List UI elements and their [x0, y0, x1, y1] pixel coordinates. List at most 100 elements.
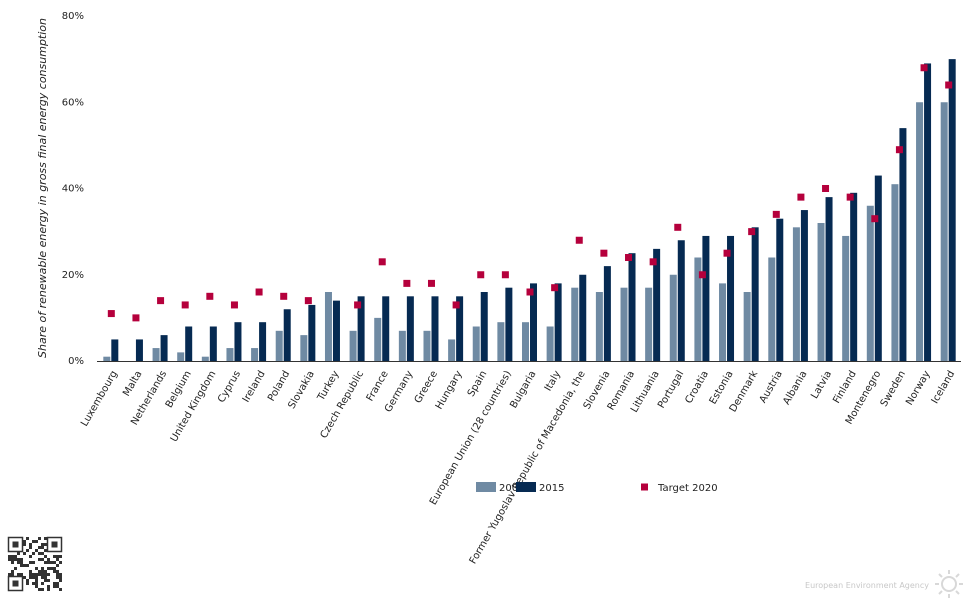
bar-2005-33 [916, 102, 924, 361]
bar-2015-3 [185, 326, 193, 361]
qr-code-icon [7, 536, 63, 592]
target-marker-10 [354, 301, 362, 309]
bar-2005-10 [349, 330, 357, 361]
bar-2005-17 [522, 322, 529, 361]
footer-credit: European Environment Agency [805, 581, 929, 590]
bar-2015-22 [653, 248, 661, 361]
x-tick-label: Greece [413, 369, 440, 405]
bar-2015-14 [456, 296, 464, 361]
target-marker-33 [920, 64, 928, 72]
bar-2015-27 [776, 218, 784, 361]
bar-2005-0 [103, 356, 111, 361]
bar-2015-12 [406, 296, 414, 361]
bar-2015-20 [603, 266, 611, 361]
target-marker-20 [600, 249, 608, 257]
bar-2015-34 [948, 59, 956, 361]
bar-2005-26 [743, 292, 751, 361]
target-marker-22 [649, 258, 657, 266]
x-tick-label: Croatia [683, 369, 711, 406]
target-marker-8 [304, 297, 312, 305]
bar-2015-11 [382, 296, 390, 361]
bar-2005-24 [694, 257, 702, 361]
target-marker-31 [871, 215, 879, 223]
bar-2005-29 [817, 223, 825, 361]
bar-2005-22 [645, 287, 653, 361]
bar-2005-7 [275, 330, 283, 361]
target-marker-12 [403, 279, 411, 287]
bar-2005-21 [620, 287, 628, 361]
x-tick-label: United Kingdom [169, 369, 219, 444]
target-marker-14 [452, 301, 460, 309]
bar-2005-5 [226, 348, 234, 361]
x-tick-label: Ireland [241, 369, 268, 404]
target-marker-0 [107, 310, 115, 318]
target-marker-11 [378, 258, 386, 266]
legend-label-target-2020: Target 2020 [657, 483, 718, 494]
x-tick-label: Poland [266, 369, 292, 403]
bar-2015-23 [677, 240, 685, 361]
legend-label-2005: 2005 [499, 483, 524, 494]
bar-2015-18 [554, 283, 562, 361]
bar-2015-28 [800, 210, 808, 361]
target-marker-27 [772, 210, 780, 218]
target-marker-25 [723, 249, 731, 257]
bar-2005-19 [571, 287, 579, 361]
x-tick-label: France [365, 369, 391, 403]
target-marker-19 [575, 236, 583, 244]
bar-2015-33 [924, 63, 932, 361]
bar-2005-15 [472, 326, 480, 361]
bars [103, 59, 956, 361]
legend-label-2015: 2015 [539, 483, 564, 494]
legend-swatch-2015 [516, 482, 536, 492]
y-tick-label: 20% [62, 270, 84, 281]
bar-2015-16 [505, 287, 513, 361]
bar-2005-4 [201, 356, 209, 361]
bar-2005-27 [768, 257, 776, 361]
bar-2015-2 [160, 335, 168, 361]
y-tick-label: 40% [62, 184, 84, 195]
x-tick-label: Malta [121, 369, 144, 398]
x-tick-label: Albania [781, 369, 809, 407]
bar-2005-18 [546, 326, 554, 361]
target-marker-6 [255, 288, 263, 296]
target-marker-7 [280, 292, 288, 300]
legend-marker [641, 483, 648, 491]
target-marker-28 [797, 193, 805, 201]
target-marker-3 [181, 301, 189, 309]
target-marker-26 [748, 228, 756, 236]
bar-2005-14 [448, 339, 456, 361]
bar-2015-1 [135, 339, 143, 361]
target-marker-24 [698, 271, 706, 279]
bar-2005-34 [940, 102, 948, 361]
bar-2005-31 [866, 205, 874, 361]
bar-2015-10 [357, 296, 365, 361]
x-tick-label: Cyprus [216, 369, 243, 405]
bar-2015-0 [111, 339, 119, 361]
bar-2005-6 [251, 348, 259, 361]
target-marker-29 [822, 185, 830, 192]
bar-2015-8 [308, 304, 316, 361]
bar-2005-2 [152, 348, 160, 361]
target-marker-15 [477, 271, 485, 279]
x-tick-label: Norway [904, 369, 933, 407]
x-tick-label: Former Yugoslav Republic of Macedonia, t… [468, 369, 588, 566]
bar-2015-15 [480, 292, 488, 361]
target-marker-34 [945, 81, 953, 89]
target-marker-1 [132, 314, 140, 322]
bar-2005-16 [497, 322, 505, 361]
x-tick-label: Turkey [315, 369, 341, 404]
x-tick-label: Italy [543, 369, 563, 393]
x-tick-label: Luxembourg [79, 369, 120, 428]
bar-2015-21 [628, 253, 636, 361]
bar-2015-5 [234, 322, 242, 361]
bar-2015-32 [899, 128, 907, 361]
x-tick-label: Latvia [809, 369, 834, 401]
eea-logo-icon [935, 570, 963, 598]
bar-2005-20 [595, 292, 603, 361]
y-axis: 0% 20% 40% 60% 80% [62, 11, 84, 367]
bar-2005-3 [177, 352, 185, 361]
target-marker-13 [427, 279, 435, 287]
y-tick-label: 60% [62, 97, 84, 108]
target-marker-21 [625, 254, 633, 261]
bar-2015-17 [530, 283, 537, 361]
